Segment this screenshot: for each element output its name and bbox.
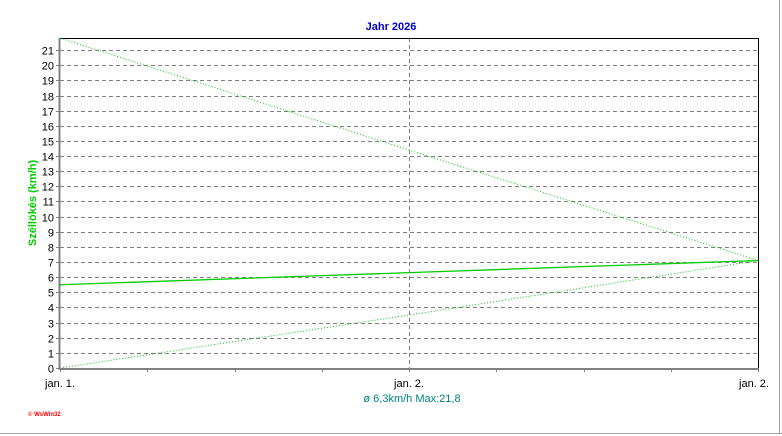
y-tick-label: 6	[48, 273, 54, 285]
y-tick-label: 17	[42, 107, 54, 119]
y-tick-label: 7	[48, 258, 54, 270]
y-tick-label: 5	[48, 288, 54, 300]
series-min-line	[59, 260, 759, 369]
y-tick-label: 1	[48, 349, 54, 361]
y-tick-label: 19	[42, 76, 54, 88]
y-tick-label: 9	[48, 228, 54, 240]
y-tick-label: 2	[48, 334, 54, 346]
y-tick-label: 12	[42, 182, 54, 194]
chart-title: Jahr 2026	[366, 21, 417, 33]
y-tick-label: 3	[48, 319, 54, 331]
y-tick-label: 18	[42, 92, 54, 104]
y-tick-label: 8	[48, 243, 54, 255]
y-tick-label: 21	[42, 46, 54, 58]
x-tick-label: jan. 2.	[738, 378, 769, 390]
y-tick-label: 13	[42, 167, 54, 179]
series-average-line	[59, 259, 759, 286]
y-tick-label: 4	[48, 303, 54, 315]
y-axis-label: Széllökés (km/h)	[27, 160, 39, 247]
y-tick-label: 14	[42, 152, 54, 164]
y-tick-label: 0	[48, 364, 54, 376]
wswin-logo: © WsWin32	[28, 411, 61, 418]
y-tick-label: 20	[42, 61, 54, 73]
x-tick-label: jan. 1.	[44, 378, 75, 390]
summary-text: ø 6,3km/h Max:21,8	[363, 393, 460, 405]
y-tick-label: 10	[42, 213, 54, 225]
y-tick-label: 15	[42, 137, 54, 149]
series-max-line	[59, 37, 759, 261]
y-tick-label: 11	[43, 197, 54, 209]
x-tick-label: jan. 2.	[393, 378, 424, 390]
y-tick-label: 16	[42, 122, 54, 134]
